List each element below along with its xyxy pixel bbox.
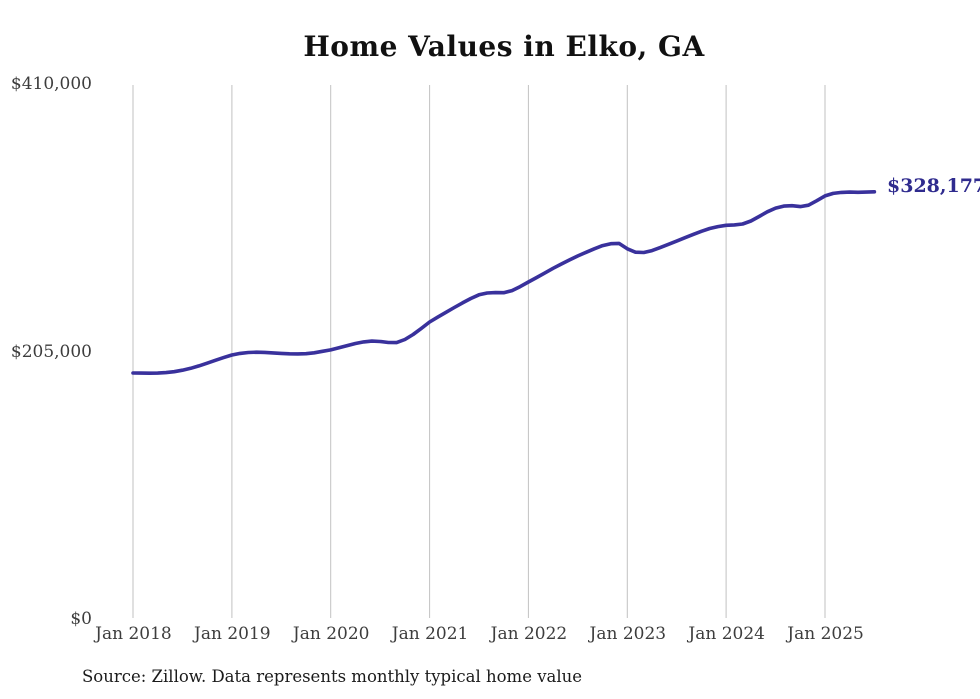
x-axis-label-2019: Jan 2019 bbox=[194, 624, 271, 644]
x-axis-label-2023: Jan 2023 bbox=[589, 624, 667, 644]
source-note: Source: Zillow. Data represents monthly … bbox=[82, 667, 583, 686]
x-axis: Jan 2018 Jan 2019 Jan 2020 Jan 2021 Jan … bbox=[84, 624, 875, 644]
y-axis-label-0: $0 bbox=[70, 609, 92, 629]
x-axis-label-2025: Jan 2025 bbox=[787, 624, 864, 644]
y-axis-label-410000: $410,000 bbox=[10, 74, 92, 94]
home-value-line bbox=[131, 190, 877, 375]
x-axis-label-2020: Jan 2020 bbox=[292, 624, 370, 644]
y-axis-label-205000: $205,000 bbox=[10, 342, 92, 362]
chart-title: Home Values in Elko, GA bbox=[303, 30, 705, 63]
x-axis-label-2021: Jan 2021 bbox=[391, 624, 469, 644]
x-axis-label-2024: Jan 2024 bbox=[688, 624, 765, 644]
latest-value-label: $328,177 bbox=[887, 175, 980, 197]
x-axis-label-2022: Jan 2022 bbox=[490, 624, 568, 644]
x-axis-label-2018: Jan 2018 bbox=[95, 624, 172, 644]
